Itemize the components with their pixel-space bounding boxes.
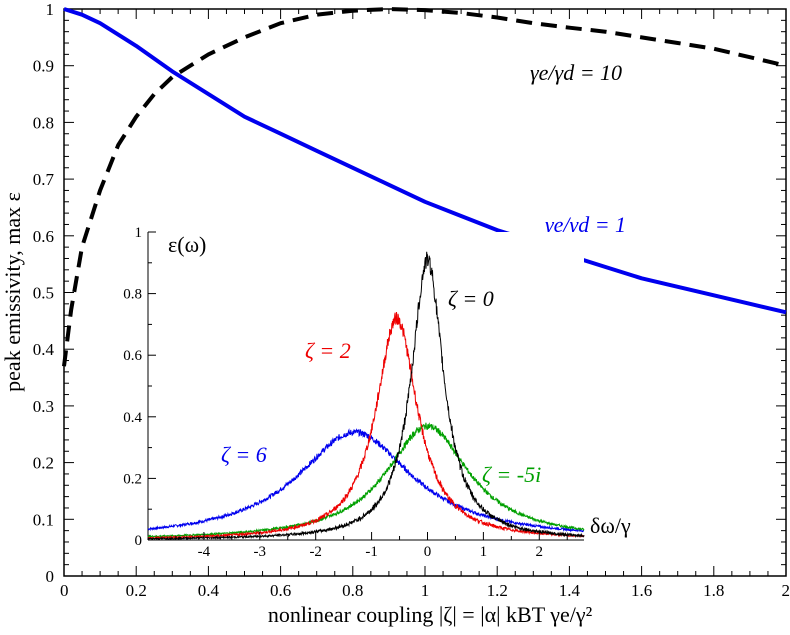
main-x-tick-label: 0 [60, 581, 69, 600]
main-y-tick-label: 0.6 [33, 227, 54, 246]
main-series [62, 7, 787, 367]
inset-series [147, 251, 585, 541]
main-y-tick-label: 1 [46, 0, 55, 19]
annotation-zeta-0: ζ = 0 [448, 286, 494, 311]
main-x-tick-label: 0.4 [198, 581, 220, 600]
main-x-tick-label: 1.6 [631, 581, 652, 600]
inset-x-tick-label: -3 [254, 544, 267, 560]
inset-series-zeta-imag [147, 422, 585, 539]
main-y-tick-label: 0.4 [33, 340, 55, 359]
main-x-ticks: 0 0.2 0.4 0.6 0.8 1 1.2 1.4 1.6 1.8 2 [60, 9, 790, 600]
inset-series-zeta-6 [147, 428, 585, 533]
main-y-tick-label: 0 [46, 567, 55, 586]
series-ratio-1-line [63, 7, 787, 315]
main-y-tick-label: 0.7 [33, 170, 55, 189]
inset-x-tick-label: 0 [424, 544, 432, 560]
inset-background [148, 232, 584, 540]
main-y-tick-label: 0.8 [33, 113, 54, 132]
annotation-ratio-10: γe/γd = 10 [530, 60, 622, 85]
main-x-tick-label: 0.8 [342, 581, 363, 600]
annotation-zeta-2: ζ = 2 [305, 338, 351, 363]
main-x-tick-label: 0.2 [126, 581, 147, 600]
annotation-zeta-6: ζ = 6 [221, 442, 267, 467]
main-y-tick-label: 0.5 [33, 284, 54, 303]
inset-x-ticks: -4 -3 -2 -1 0 1 2 [175, 532, 568, 560]
main-x-tick-label: 0.6 [270, 581, 291, 600]
main-y-tick-label: 0.3 [33, 397, 54, 416]
inset-plot: -4 -3 -2 -1 0 1 2 0 0.2 0.4 0.6 0.8 1 ε(ω) δω/γ ζ =… [123, 225, 631, 560]
inset-x-tick-label: -4 [198, 544, 211, 560]
inset-x-axis-label: δω/γ [590, 513, 631, 538]
series-ratio-10-line [62, 7, 787, 367]
annotation-zeta-imag: ζ = -5i [482, 462, 541, 487]
inset-y-tick-label: 0.6 [123, 348, 142, 364]
main-y-tick-label: 0.1 [33, 510, 54, 529]
main-x-tick-label: 1.8 [703, 581, 724, 600]
inset-y-tick-label: 0.4 [123, 410, 142, 426]
inset-x-tick-label: -1 [365, 544, 378, 560]
main-x-axis-label: nonlinear coupling |ζ| = |α| kBT γe/γ² [268, 602, 593, 627]
main-x-tick-label: 1.2 [487, 581, 508, 600]
inset-x-tick-label: 1 [480, 544, 488, 560]
inset-y-tick-label: 1 [135, 225, 143, 241]
inset-y-ticks: 0 0.2 0.4 0.6 0.8 1 [123, 225, 156, 549]
inset-x-tick-label: -2 [309, 544, 322, 560]
inset-x-tick-label: 2 [536, 544, 544, 560]
inset-y-tick-label: 0.2 [123, 471, 142, 487]
main-y-tick-label: 0.2 [33, 454, 54, 473]
inset-series-zeta-2 [147, 311, 585, 540]
main-x-tick-label: 1 [421, 581, 430, 600]
inset-y-tick-label: 0.8 [123, 287, 142, 303]
inset-title: ε(ω) [168, 232, 206, 257]
main-x-tick-label: 2 [782, 581, 790, 600]
inset-series-zeta-0 [147, 251, 585, 541]
main-y-tick-label: 0.9 [33, 57, 54, 76]
inset-y-tick-label: 0 [135, 533, 143, 549]
main-y-axis-label: peak emissivity, max ε [0, 192, 25, 392]
main-y-ticks: 0 0.1 0.2 0.3 0.4 0.5 0.6 0.7 0.8 0.9 1 [33, 0, 786, 586]
main-x-tick-label: 1.4 [559, 581, 581, 600]
